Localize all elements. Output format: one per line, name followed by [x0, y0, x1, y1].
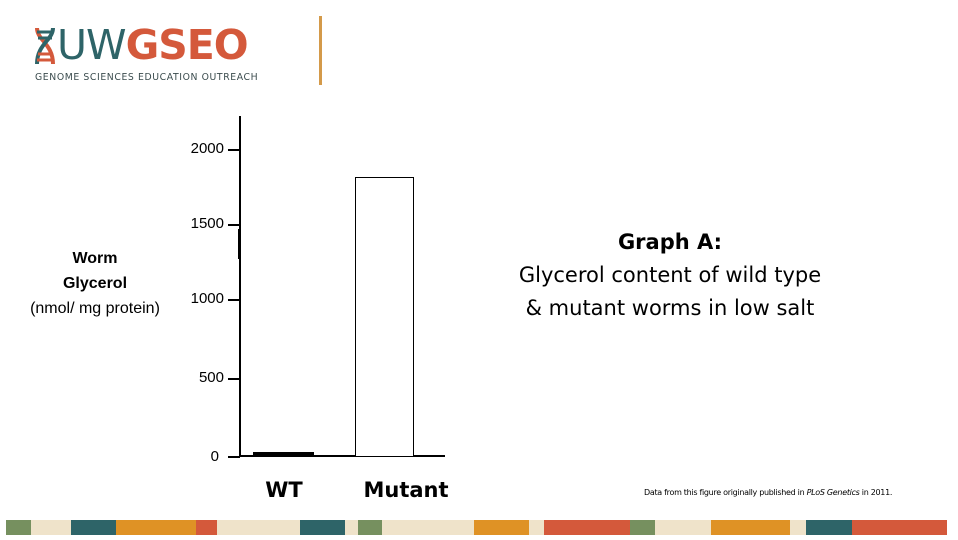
y-axis-mark	[238, 229, 241, 259]
y-axis	[239, 116, 241, 457]
x-category-wt: WT	[265, 478, 303, 502]
y-axis-label-line2: Glycerol	[62, 275, 128, 292]
y-tick-label-1500: 1500	[190, 215, 224, 232]
credit-journal: PLoS Genetics	[806, 488, 860, 497]
logo-gseo: GSEO	[125, 21, 249, 69]
y-axis-label-line1: Worm	[72, 250, 118, 267]
y-tick-1500	[228, 224, 240, 226]
stripe-segment	[474, 520, 529, 535]
stripe-segment	[300, 520, 345, 535]
stripe-segment	[345, 520, 358, 535]
y-tick-1000	[228, 299, 240, 301]
y-tick-2000	[228, 149, 240, 151]
stripe-segment	[71, 520, 116, 535]
y-tick-label-0: 0	[210, 448, 219, 465]
credit-prefix: Data from this figure originally publish…	[644, 488, 807, 497]
dna-helix-icon	[35, 27, 55, 65]
stripe-segment	[711, 520, 790, 535]
y-tick-label-500: 500	[198, 369, 224, 386]
stripe-segment	[852, 520, 947, 535]
y-tick-0	[228, 456, 240, 458]
bar-mutant	[355, 177, 414, 456]
logo-wordmark: UWGSEO	[57, 20, 249, 70]
y-axis-label: Worm Glycerol (nmol/ mg protein)	[6, 246, 184, 321]
logo-uw: UW	[57, 21, 127, 69]
chart-subtitle-line1: Glycerol content of wild type	[518, 263, 822, 287]
stripe-segment	[116, 520, 196, 535]
bar-wt	[253, 452, 314, 456]
stripe-segment	[655, 520, 711, 535]
stripe-segment	[544, 520, 630, 535]
stripe-segment	[382, 520, 474, 535]
data-source-credit: Data from this figure originally publish…	[644, 488, 892, 497]
chart-title: Graph A:	[617, 230, 723, 254]
credit-suffix: in 2011.	[859, 488, 893, 497]
stripe-segment	[790, 520, 806, 535]
y-tick-label-1000: 1000	[190, 290, 224, 307]
chart-title-block: Graph A: Glycerol content of wild type &…	[480, 226, 860, 325]
stripe-segment	[31, 520, 71, 535]
x-category-mutant: Mutant	[363, 478, 449, 502]
x-axis	[239, 455, 445, 457]
stripe-segment	[217, 520, 300, 535]
stripe-segment	[6, 520, 31, 535]
logo-subtitle: GENOME SCIENCES EDUCATION OUTREACH	[35, 72, 259, 83]
stripe-segment	[806, 520, 852, 535]
stripe-segment	[196, 520, 217, 535]
y-tick-500	[228, 378, 240, 380]
y-axis-label-line3: (nmol/ mg protein)	[30, 300, 160, 317]
chart-subtitle-line2: & mutant worms in low salt	[525, 296, 815, 320]
stripe-segment	[630, 520, 655, 535]
header-divider	[319, 16, 322, 85]
y-tick-label-2000: 2000	[190, 140, 224, 157]
stripe-segment	[529, 520, 544, 535]
stripe-segment	[358, 520, 382, 535]
